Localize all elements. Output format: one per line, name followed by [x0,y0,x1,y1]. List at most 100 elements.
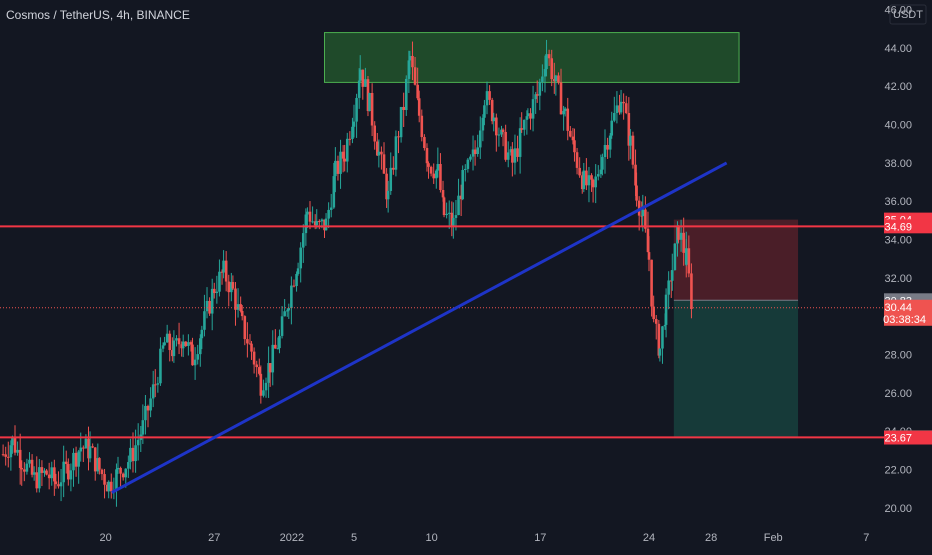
candle [429,166,433,174]
candle [230,282,233,293]
candle [596,174,600,177]
candle [315,221,319,226]
candle [416,84,419,99]
x-tick-label: 20 [99,532,111,544]
candle [153,384,157,386]
take-profit-zone[interactable] [673,300,799,438]
candle [585,170,588,186]
candle [629,135,632,146]
candle [677,225,680,240]
candle [690,273,693,310]
candle [511,149,514,163]
candle [64,461,68,464]
candle [445,213,448,216]
candle [590,175,593,180]
candle [109,481,113,492]
candle [582,170,586,190]
y-tick-label: 22.00 [884,465,912,477]
currency-label: USDT [893,9,923,21]
candle [250,343,253,352]
candle [28,459,31,464]
candle [93,447,97,472]
candle [673,243,677,271]
price-axis[interactable] [886,0,932,550]
stop-loss-zone[interactable] [673,219,799,301]
candle [610,120,614,136]
time-axis[interactable] [0,527,932,550]
candle [53,467,56,482]
candle [520,128,523,130]
candle [236,304,240,310]
candle [156,383,160,385]
candle [103,474,106,485]
candle [252,351,256,365]
candle [432,173,436,179]
candle [339,151,342,174]
candle [525,116,529,120]
candle [667,280,670,295]
candle [543,69,547,77]
candle [624,103,628,113]
candle [509,149,513,153]
currency-box [889,4,927,25]
candle [481,117,485,131]
x-tick-label: 10 [426,532,438,544]
candle [627,112,631,146]
candle [631,135,635,165]
candle [334,160,337,177]
candle [364,79,367,87]
candle [641,209,645,217]
candle [495,117,498,136]
candle [504,131,507,160]
candle [434,170,438,179]
candle [615,105,619,114]
candle [441,190,445,198]
y-tick-label: 34.00 [884,235,912,247]
candle [268,363,272,373]
candle [47,474,51,479]
candle [663,324,667,327]
chart-title: Cosmos / TetherUS, 4h, BINANCE [6,8,190,22]
candle [100,469,104,475]
candle [141,420,145,435]
candle [181,341,185,349]
y-tick-label: 26.00 [884,388,912,400]
candle [1,454,5,456]
candle [516,148,519,157]
y-tick-label: 36.00 [884,196,912,208]
candle [308,211,312,222]
candle [191,344,194,366]
candle [327,209,330,219]
candle [77,451,80,467]
candle [105,484,109,492]
candle [25,463,29,472]
candle [165,333,169,343]
candle [370,92,374,126]
price-label-text: 30.44 [884,302,912,314]
candle [9,445,13,458]
candle [478,130,482,148]
candle [594,176,597,188]
candle [74,452,78,467]
candle [559,82,563,115]
candle [679,232,683,240]
candle [220,271,224,273]
candle [172,340,176,357]
candle [557,75,560,83]
price-label-tag [884,219,932,234]
candle [218,271,221,292]
candle [635,185,638,201]
candle [573,140,576,153]
candle [670,270,674,281]
candle [575,152,579,168]
candle [402,106,405,111]
candle [6,456,10,458]
resistance-zone[interactable] [324,32,740,83]
trendline[interactable] [111,161,728,494]
candle [522,119,526,130]
candle [423,137,426,149]
candle [466,159,470,169]
candle [463,168,467,171]
